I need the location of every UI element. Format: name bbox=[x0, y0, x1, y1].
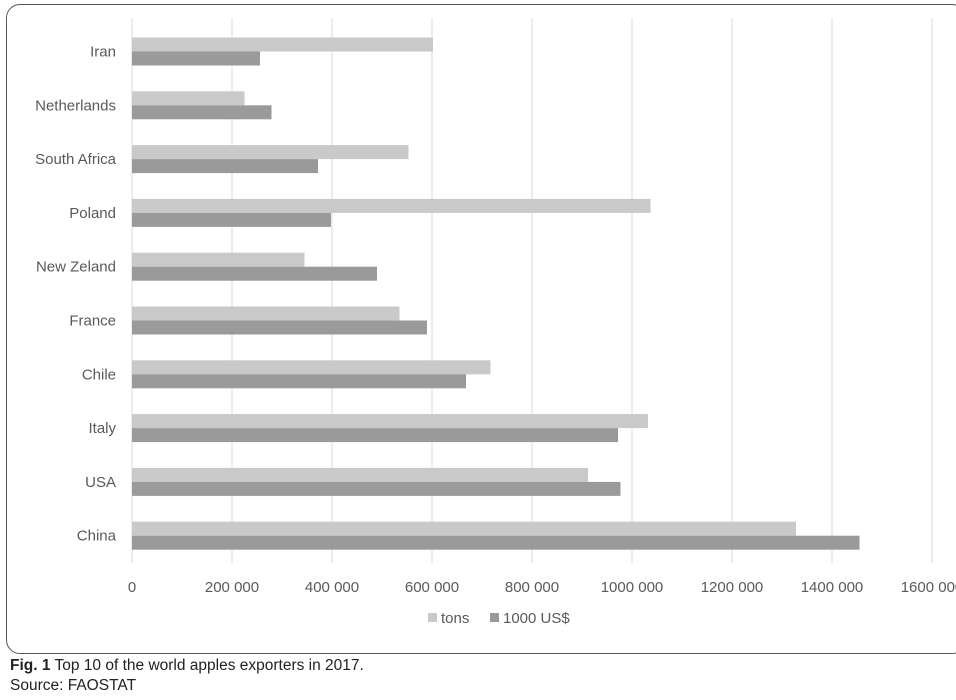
category-label: Poland bbox=[69, 205, 116, 222]
bar-usd bbox=[132, 535, 860, 550]
bar-usd bbox=[132, 481, 621, 496]
bar-tons bbox=[132, 360, 491, 375]
bars bbox=[132, 37, 860, 550]
figure-source: Source: FAOSTAT bbox=[10, 677, 137, 694]
bar-tons bbox=[132, 252, 305, 267]
bar-usd bbox=[132, 51, 260, 66]
x-tick-label: 800 000 bbox=[505, 579, 559, 596]
x-tick-label: 400 000 bbox=[305, 579, 359, 596]
legend: tons 1000 US$ bbox=[428, 610, 570, 627]
category-label: South Africa bbox=[35, 151, 117, 168]
bar-tons bbox=[132, 37, 433, 52]
legend-swatch-tons bbox=[428, 613, 437, 622]
legend-label-tons: tons bbox=[441, 610, 469, 627]
x-tick-label: 1000 000 bbox=[601, 579, 664, 596]
category-label: France bbox=[69, 313, 116, 330]
bar-tons bbox=[132, 91, 245, 106]
bar-usd bbox=[132, 105, 272, 120]
category-label: New Zeland bbox=[36, 259, 116, 276]
figure-label: Fig. 1 bbox=[10, 657, 51, 674]
bar-usd bbox=[132, 374, 466, 389]
bar-chart: Iran Netherlands South Africa Poland New Zel… bbox=[35, 18, 956, 627]
category-label: China bbox=[77, 528, 117, 545]
category-label: USA bbox=[85, 474, 116, 491]
x-tick-label: 0 bbox=[128, 579, 136, 596]
bar-usd bbox=[132, 212, 331, 227]
category-label: Chile bbox=[82, 366, 116, 383]
category-label: Italy bbox=[88, 420, 116, 437]
bar-usd bbox=[132, 320, 427, 335]
legend-swatch-usd bbox=[490, 613, 499, 622]
bar-tons bbox=[132, 145, 409, 160]
bar-tons bbox=[132, 306, 400, 321]
x-tick-label: 1600 000 bbox=[901, 579, 956, 596]
caption-text: Top 10 of the world apples exporters in … bbox=[50, 657, 364, 674]
figure-caption: Fig. 1 Top 10 of the world apples export… bbox=[10, 656, 364, 676]
category-label: Iran bbox=[90, 44, 116, 61]
category-label: Netherlands bbox=[35, 97, 116, 114]
figure-frame bbox=[6, 4, 956, 654]
bar-tons bbox=[132, 198, 651, 213]
x-tick-label: 600 000 bbox=[405, 579, 459, 596]
bar-usd bbox=[132, 159, 318, 174]
legend-label-usd: 1000 US$ bbox=[503, 610, 570, 627]
category-labels: Iran Netherlands South Africa Poland New Zel… bbox=[35, 44, 117, 545]
bar-tons bbox=[132, 414, 648, 429]
bar-tons bbox=[132, 521, 796, 536]
x-tick-label: 1200 000 bbox=[701, 579, 764, 596]
x-tick-label: 1400 000 bbox=[801, 579, 864, 596]
bar-usd bbox=[132, 428, 618, 443]
x-tick-labels: 0 200 000 400 000 600 000 800 000 1000 000 120… bbox=[128, 579, 956, 596]
x-tick-label: 200 000 bbox=[205, 579, 259, 596]
bar-tons bbox=[132, 467, 588, 482]
bar-usd bbox=[132, 266, 377, 281]
